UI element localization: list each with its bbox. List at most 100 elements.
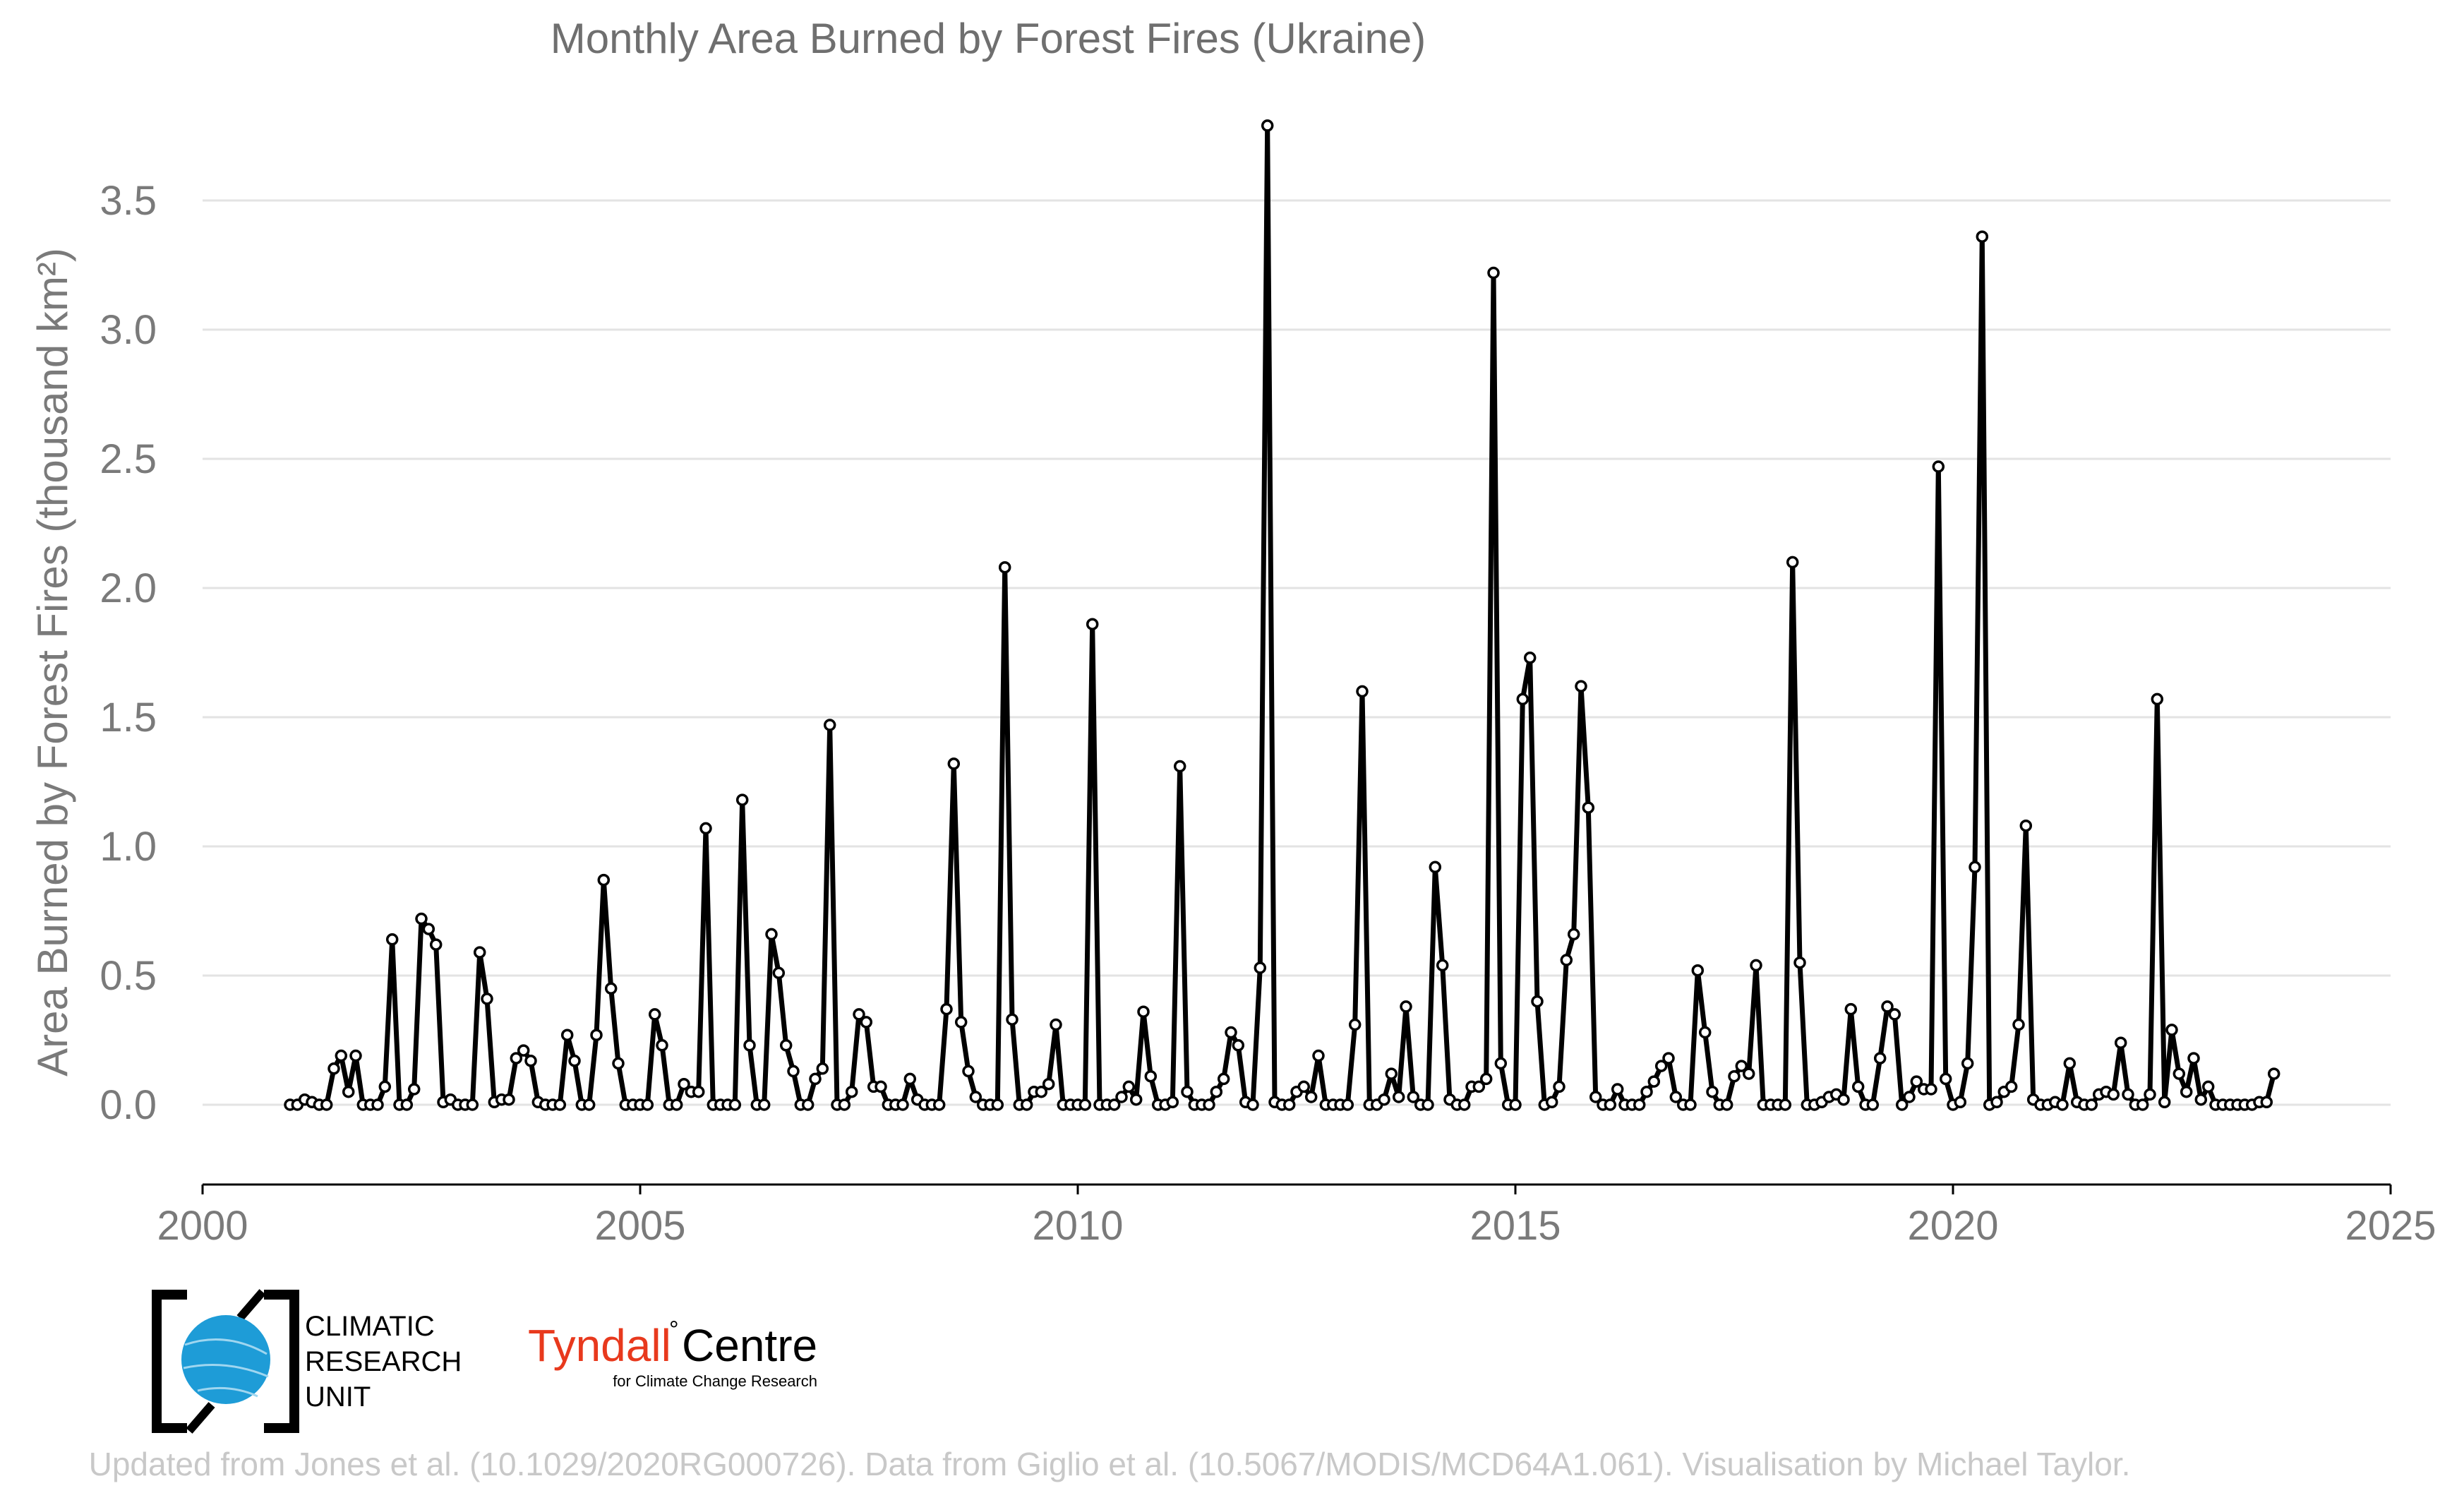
x-tick-label: 2010 (1032, 1203, 1123, 1249)
x-tick-label: 2025 (2345, 1203, 2436, 1249)
data-point (407, 1083, 421, 1096)
data-point (692, 1085, 705, 1098)
series-layer (284, 119, 2280, 1111)
data-point (648, 1008, 661, 1021)
data-point (1961, 1057, 1974, 1070)
data-point (2107, 1088, 2120, 1101)
data-point (1895, 1098, 1909, 1111)
data-point (481, 993, 493, 1005)
data-point (947, 757, 961, 770)
data-point (1282, 1098, 1296, 1111)
data-point (422, 923, 435, 935)
data-point (2151, 692, 2164, 706)
tyndall-subtitle: for Climate Change Research (613, 1372, 817, 1390)
data-point (853, 1008, 865, 1021)
y-tick-label: 0.0 (100, 1082, 157, 1128)
y-tick-labels: 0.0 0.5 1.0 1.5 2.0 2.5 3.0 3.5 (100, 178, 157, 1128)
data-point (735, 793, 749, 806)
data-point (560, 1029, 574, 1041)
cru-text-line1: CLIMATIC (305, 1311, 435, 1342)
data-point (1115, 1091, 1128, 1103)
data-point (1866, 1098, 1880, 1111)
data-point (1553, 1080, 1565, 1093)
data-point (2201, 1080, 2215, 1093)
data-point (940, 1002, 953, 1016)
y-tick-label: 2.0 (100, 565, 157, 611)
data-point (1611, 1083, 1624, 1096)
data-point (1888, 1008, 1901, 1021)
cru-bracket-left (152, 1290, 187, 1433)
x-tick-label: 2005 (594, 1203, 685, 1249)
data-point (1545, 1096, 1558, 1109)
data-point (728, 1098, 742, 1111)
data-point (568, 1055, 581, 1067)
data-point (1575, 680, 1587, 692)
data-point (1779, 1098, 1792, 1111)
data-point (1976, 230, 1989, 243)
data-point (1078, 1098, 1092, 1111)
cru-text-line2: RESEARCH (305, 1346, 462, 1377)
data-point (838, 1098, 851, 1111)
data-point (385, 933, 399, 946)
data-point (1698, 1026, 1712, 1039)
data-point (875, 1080, 887, 1093)
data-point (903, 1072, 917, 1086)
data-point (757, 1098, 771, 1111)
data-point (2063, 1057, 2077, 1070)
data-point (779, 1039, 793, 1052)
cru-slash-bottom (186, 1402, 215, 1434)
data-point (1348, 1018, 1362, 1031)
cru-globe-icon (181, 1315, 270, 1404)
data-point (1742, 1067, 1755, 1080)
data-point (787, 1065, 800, 1078)
data-point (1487, 266, 1500, 280)
data-point (743, 1039, 756, 1052)
data-point (1684, 1098, 1697, 1111)
data-point (582, 1098, 596, 1111)
data-point (466, 1098, 479, 1111)
data-point (1735, 1060, 1748, 1072)
data-point (1479, 1072, 1493, 1086)
data-point (503, 1093, 515, 1106)
data-point (1042, 1077, 1055, 1091)
data-point (1531, 995, 1544, 1008)
cru-slash-top (236, 1289, 266, 1321)
data-point (1969, 861, 1981, 874)
x-axis: 2000 2005 2010 2015 2020 2025 (157, 1183, 2436, 1249)
data-point (1516, 692, 1530, 706)
y-tick-label: 1.5 (100, 695, 157, 740)
data-point (991, 1098, 1004, 1111)
chart-title: Monthly Area Burned by Forest Fires (Ukr… (551, 15, 1426, 62)
data-point (1494, 1057, 1508, 1070)
cru-text-line3: UNIT (305, 1381, 371, 1413)
data-point (765, 928, 778, 941)
data-point (1589, 1091, 1602, 1103)
data-point (1297, 1080, 1311, 1093)
data-point (1873, 1052, 1887, 1065)
data-point (1006, 1013, 1018, 1026)
data-point (969, 1091, 982, 1103)
data-point (1378, 1093, 1390, 1106)
data-point (896, 1098, 909, 1111)
data-point (1640, 1085, 1653, 1098)
cru-globe-contours (183, 1338, 269, 1398)
data-point (1304, 1091, 1318, 1103)
data-point (1385, 1067, 1398, 1080)
data-point (1020, 1098, 1033, 1111)
data-point (2144, 1088, 2156, 1101)
data-point (335, 1049, 348, 1062)
data-point (1225, 1026, 1237, 1039)
series-line (290, 123, 2277, 1108)
data-point (801, 1098, 815, 1111)
data-point (2085, 1098, 2098, 1111)
data-point (2260, 1096, 2273, 1109)
data-point (1844, 1002, 1858, 1016)
data-point (1647, 1075, 1661, 1088)
data-point (1086, 618, 1099, 630)
data-point (1217, 1072, 1230, 1086)
tyndall-degree: ° (669, 1317, 679, 1343)
data-point (1181, 1085, 1194, 1098)
data-point (1107, 1098, 1121, 1111)
data-point (1932, 460, 1945, 473)
data-point (327, 1062, 340, 1075)
